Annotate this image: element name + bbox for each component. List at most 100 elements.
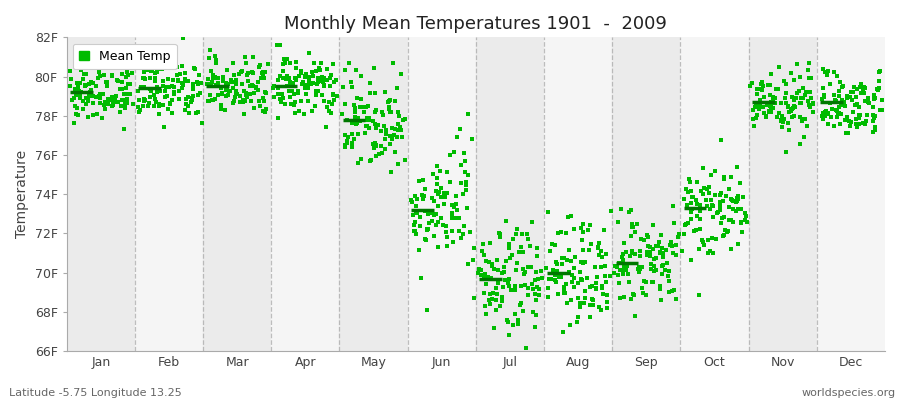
- Point: [165, 110, 179, 116]
- Point: [491, 267, 506, 273]
- Point: [202, 47, 217, 54]
- Point: [792, 88, 806, 94]
- Point: [271, 91, 285, 98]
- Point: [280, 72, 294, 79]
- Point: [764, 99, 778, 106]
- Point: [145, 65, 159, 72]
- Point: [73, 95, 87, 101]
- Point: [612, 280, 626, 286]
- Point: [305, 68, 320, 75]
- Point: [323, 75, 338, 82]
- Point: [354, 156, 368, 162]
- Bar: [203, 37, 271, 351]
- Point: [245, 83, 259, 89]
- Point: [774, 118, 788, 124]
- Point: [239, 91, 254, 98]
- Point: [694, 188, 708, 194]
- Point: [238, 90, 253, 96]
- Point: [867, 96, 881, 102]
- Point: [244, 98, 258, 104]
- Point: [275, 95, 290, 102]
- Bar: [817, 37, 885, 351]
- Point: [86, 80, 100, 86]
- Point: [774, 114, 788, 120]
- Point: [577, 300, 591, 306]
- Point: [846, 88, 860, 95]
- Point: [649, 242, 663, 249]
- Point: [594, 248, 608, 254]
- Point: [798, 115, 813, 122]
- Point: [187, 66, 202, 72]
- Point: [760, 82, 775, 88]
- Point: [793, 114, 807, 120]
- Bar: [680, 37, 749, 351]
- Point: [413, 223, 428, 229]
- Point: [435, 194, 449, 200]
- Point: [252, 98, 266, 104]
- Point: [219, 92, 233, 99]
- Point: [348, 121, 363, 127]
- Point: [575, 276, 590, 283]
- Point: [395, 117, 410, 123]
- Point: [329, 93, 344, 99]
- Point: [624, 296, 638, 302]
- Point: [763, 103, 778, 110]
- Point: [349, 66, 364, 73]
- Point: [595, 285, 609, 291]
- Point: [746, 116, 760, 122]
- Point: [237, 88, 251, 94]
- Point: [413, 214, 428, 221]
- Point: [850, 101, 864, 107]
- Point: [781, 120, 796, 126]
- Point: [461, 261, 475, 268]
- Point: [310, 92, 324, 98]
- Point: [418, 236, 433, 242]
- Point: [677, 196, 691, 202]
- Point: [133, 107, 148, 114]
- Point: [724, 217, 738, 224]
- Point: [645, 279, 660, 285]
- Point: [89, 83, 104, 90]
- Point: [583, 314, 598, 320]
- Point: [104, 72, 119, 79]
- Point: [849, 115, 863, 122]
- Point: [715, 214, 729, 221]
- Point: [787, 103, 801, 109]
- Point: [266, 85, 281, 91]
- Point: [301, 98, 315, 104]
- Point: [584, 296, 598, 302]
- Point: [101, 96, 115, 102]
- Point: [554, 274, 568, 280]
- Point: [527, 324, 542, 330]
- Point: [853, 84, 868, 90]
- Point: [852, 112, 867, 118]
- Point: [832, 92, 846, 99]
- Text: worldspecies.org: worldspecies.org: [801, 388, 896, 398]
- Point: [768, 95, 782, 102]
- Point: [307, 60, 321, 66]
- Point: [458, 178, 473, 185]
- Point: [520, 236, 535, 242]
- Point: [309, 68, 323, 74]
- Point: [653, 283, 668, 289]
- Point: [167, 24, 182, 30]
- Point: [861, 99, 876, 105]
- Point: [517, 271, 531, 277]
- Point: [575, 236, 590, 243]
- Point: [431, 203, 446, 210]
- Point: [63, 83, 77, 89]
- Point: [763, 71, 778, 78]
- Point: [782, 108, 796, 115]
- Point: [821, 110, 835, 117]
- Point: [215, 90, 230, 97]
- Point: [611, 260, 625, 266]
- Point: [760, 102, 774, 108]
- Point: [436, 201, 451, 208]
- Point: [222, 88, 237, 94]
- Point: [295, 81, 310, 87]
- Point: [754, 79, 769, 85]
- Bar: [612, 37, 680, 351]
- Point: [749, 102, 763, 108]
- Point: [578, 288, 592, 294]
- Point: [713, 204, 727, 210]
